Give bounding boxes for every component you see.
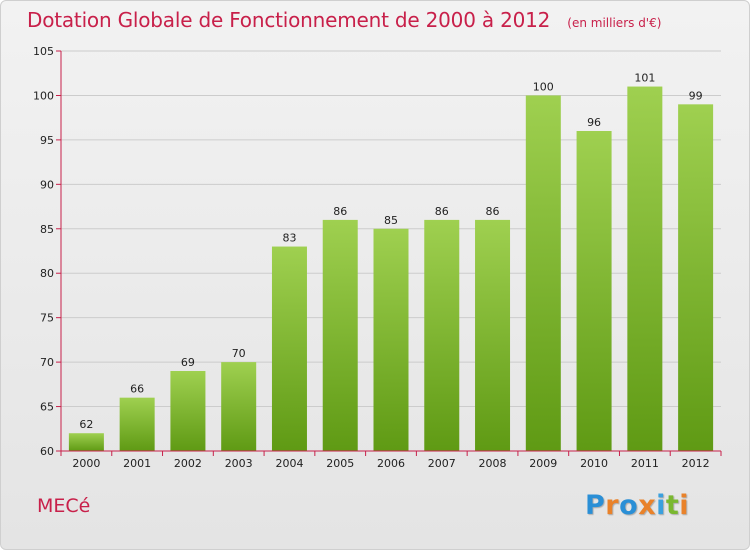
data-label: 86 [333,205,347,218]
x-tick-label: 2002 [174,457,202,470]
bar [271,246,307,451]
logo-letter: i [679,490,690,521]
axes: 60 65 70 75 80 85 90 95 100 105 2000 2001 2002 2003 20… [33,45,722,470]
data-label: 101 [634,72,655,85]
x-tick-label: 2007 [428,457,456,470]
chart-unit: (en milliers d'€) [567,16,662,30]
bar [373,228,409,451]
bar [221,362,257,451]
x-tick-label: 2009 [529,457,557,470]
bar [576,131,612,451]
bar [678,104,714,451]
data-label: 86 [435,205,449,218]
bar [525,95,561,451]
data-label: 62 [79,418,93,431]
y-tick-label: 65 [40,401,54,414]
y-tick-label: 100 [33,89,54,102]
y-tick-label: 75 [40,312,54,325]
y-tick-label: 70 [40,356,54,369]
y-tick-label: 95 [40,134,54,147]
bars: 62 66 69 70 83 86 85 86 86 100 96 101 99 [68,72,714,452]
logo-letter: i [656,490,666,521]
x-tick-label: 2004 [275,457,303,470]
logo-letter: P [585,490,606,521]
x-tick-label: 2003 [225,457,253,470]
x-tick-label: 2000 [72,457,100,470]
bar [119,397,155,451]
chart-title: Dotation Globale de Fonctionnement de 20… [27,8,551,32]
x-tick-label: 2008 [479,457,507,470]
data-label: 83 [282,232,296,245]
y-tick-label: 90 [40,178,54,191]
x-tick-label: 2005 [326,457,354,470]
data-label: 100 [533,80,554,93]
data-label: 96 [587,116,601,129]
bar [68,433,104,451]
logo-letter: t [665,490,680,521]
logo-letter: r [605,490,620,521]
bar [322,219,358,451]
data-label: 86 [486,205,500,218]
x-tick-label: 2011 [631,457,659,470]
data-label: 99 [689,89,703,102]
proxiti-logo: Proxiti [585,490,689,521]
data-label: 69 [181,356,195,369]
data-label: 85 [384,214,398,227]
bar [170,371,206,451]
y-tick-label: 85 [40,223,54,236]
x-tick-label: 2012 [682,457,710,470]
y-tick-label: 105 [33,45,54,58]
y-tick-label: 80 [40,267,54,280]
logo-letter: o [619,490,639,521]
title-row: Dotation Globale de Fonctionnement de 20… [27,8,661,32]
bar [424,219,460,451]
x-tick-label: 2010 [580,457,608,470]
bar [627,86,663,452]
bar [475,219,511,451]
commune-name: MECé [37,495,91,517]
data-label: 66 [130,383,144,396]
x-tick-label: 2006 [377,457,405,470]
data-label: 70 [232,347,246,360]
logo-letter: x [638,490,657,521]
x-tick-label: 2001 [123,457,151,470]
y-tick-label: 60 [40,445,54,458]
